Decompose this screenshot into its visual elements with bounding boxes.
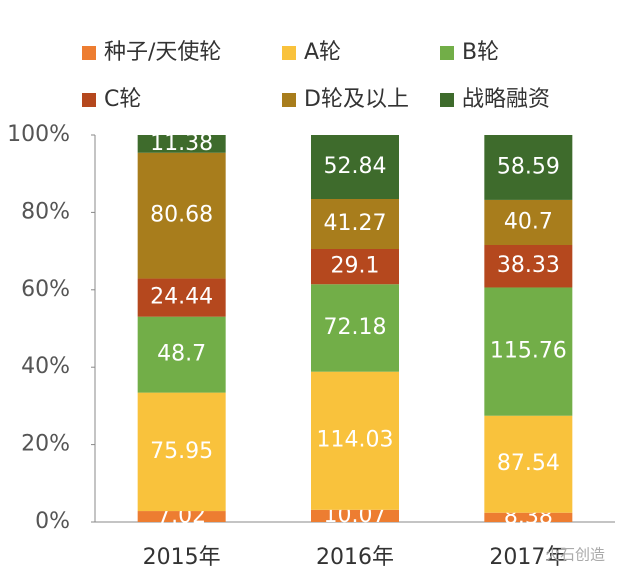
legend-swatch (282, 46, 296, 60)
data-label: 75.95 (150, 439, 213, 464)
data-label: 41.27 (324, 211, 387, 236)
x-tick-label: 2016年 (316, 545, 394, 570)
x-tick-label: 2017年 (489, 545, 567, 570)
data-label: 29.1 (331, 254, 380, 279)
bar-segment (484, 415, 573, 513)
bar-segment (137, 152, 226, 279)
bar-segment (137, 392, 226, 512)
y-tick-label: 80% (21, 199, 70, 224)
data-label: 87.54 (497, 451, 560, 476)
data-label: 24.44 (150, 285, 213, 310)
legend-swatch (82, 93, 96, 107)
data-label: 114.03 (317, 428, 394, 453)
legend-label: A轮 (304, 40, 341, 65)
legend-label: C轮 (104, 87, 141, 112)
y-tick-label: 40% (21, 354, 70, 379)
y-tick-label: 60% (21, 277, 70, 302)
legend-label: 战略融资 (462, 87, 550, 112)
legend-label: B轮 (462, 40, 499, 65)
x-tick-label: 2015年 (143, 545, 221, 570)
bar-segment (137, 316, 226, 393)
data-label: 40.7 (504, 209, 553, 234)
legend-swatch (440, 93, 454, 107)
y-tick-label: 100% (7, 122, 70, 147)
bar-segment (311, 199, 399, 249)
bar-segment (311, 135, 399, 200)
bar-segment (137, 135, 226, 153)
data-label: 52.84 (324, 154, 387, 179)
data-label: 11.38 (150, 131, 213, 156)
legend-label: 种子/天使轮 (104, 40, 221, 65)
data-label: 115.76 (490, 339, 567, 364)
data-label: 58.59 (497, 154, 560, 179)
data-label: 72.18 (324, 315, 387, 340)
bar-segment (311, 371, 399, 510)
y-tick-label: 20% (21, 432, 70, 457)
legend-swatch (82, 46, 96, 60)
bar-segment (311, 284, 399, 372)
bar-segment (484, 135, 573, 200)
data-label: 38.33 (497, 253, 560, 278)
data-label: 80.68 (150, 203, 213, 228)
bar-segment (484, 199, 573, 246)
y-tick-label: 0% (35, 509, 70, 534)
bar-segment (137, 278, 226, 317)
bar-segment (484, 245, 573, 288)
bar-segment (484, 512, 573, 522)
bar-segment (311, 509, 399, 522)
legend-label: D轮及以上 (304, 87, 409, 112)
bar-segment (137, 511, 226, 522)
legend-swatch (282, 93, 296, 107)
data-label: 48.7 (157, 342, 206, 367)
watermark: 火石创造 (545, 546, 605, 564)
bar-segment (484, 287, 573, 416)
bar-segment (311, 248, 399, 285)
legend-swatch (440, 46, 454, 60)
